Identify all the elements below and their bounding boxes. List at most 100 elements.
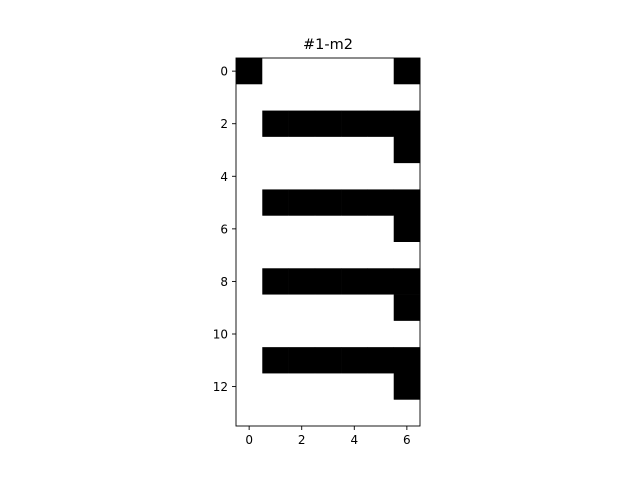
heatmap-cell (341, 268, 368, 295)
heatmap-cell (262, 268, 289, 295)
heatmap-cell (367, 163, 395, 190)
heatmap-cell (262, 136, 289, 164)
heatmap-cell (288, 268, 316, 295)
heatmap-cell (288, 399, 316, 427)
heatmap-cell (341, 320, 368, 348)
heatmap-cell (314, 347, 342, 374)
heatmap-cell (314, 373, 342, 401)
heatmap-cell (367, 294, 395, 322)
heatmap-cell (393, 347, 421, 374)
heatmap-cell (288, 84, 316, 111)
heatmap-cell (236, 215, 263, 243)
heatmap-cell (314, 110, 342, 138)
y-tick-label: 8 (220, 275, 228, 289)
heatmap-cell (341, 215, 368, 243)
x-axis: 0 2 4 6 (245, 426, 411, 447)
heatmap-cell (393, 215, 421, 243)
heatmap-cell (314, 320, 342, 348)
heatmap-cell (262, 58, 289, 85)
heatmap-cell (393, 268, 421, 295)
heatmap-cell (341, 163, 368, 190)
heatmap-cell (236, 242, 263, 269)
heatmap-cell (341, 84, 368, 111)
chart-title: #1-m2 (303, 37, 353, 53)
heatmap-cell (367, 189, 395, 217)
heatmap-cell (341, 58, 368, 85)
y-tick-label: 6 (220, 222, 228, 236)
heatmap-cell (393, 163, 421, 190)
heatmap-cell (262, 110, 289, 138)
plot-frame (235, 57, 421, 427)
heatmap-cell (341, 399, 368, 427)
heatmap-cell (262, 373, 289, 401)
heatmap-cell (341, 294, 368, 322)
y-tick-label: 12 (213, 380, 228, 394)
heatmap-cell (393, 189, 421, 217)
heatmap-cell (262, 84, 289, 111)
y-tick-label: 0 (220, 65, 228, 79)
heatmap-cell (236, 84, 263, 111)
heatmap-cell (236, 320, 263, 348)
heatmap-cell (288, 294, 316, 322)
heatmap-cell (367, 136, 395, 164)
heatmap-cell (236, 399, 263, 427)
heatmap-cell (236, 110, 263, 138)
heatmap-cell (314, 189, 342, 217)
heatmap-cell (367, 58, 395, 85)
heatmap-cell (367, 268, 395, 295)
heatmap-cell (236, 268, 263, 295)
heatmap-cell (288, 58, 316, 85)
heatmap-cell (341, 347, 368, 374)
y-tick-label: 4 (220, 170, 228, 184)
heatmap-cell (314, 399, 342, 427)
heatmap-cell (393, 84, 421, 111)
heatmap-cell (288, 189, 316, 217)
heatmap-cell (314, 163, 342, 190)
y-axis: 0 2 4 6 8 10 12 (213, 65, 236, 394)
heatmap-cell (341, 110, 368, 138)
heatmap-cell (393, 320, 421, 348)
heatmap-cell (262, 242, 289, 269)
heatmap-cell (367, 399, 395, 427)
heatmap-cell (236, 136, 263, 164)
heatmap-cell (393, 110, 421, 138)
heatmap-cell (236, 163, 263, 190)
heatmap-cell (367, 320, 395, 348)
heatmap-cell (262, 163, 289, 190)
heatmap-cell (262, 320, 289, 348)
heatmap-cell (393, 136, 421, 164)
heatmap-cell (367, 215, 395, 243)
heatmap-cell (314, 215, 342, 243)
heatmap-cell (341, 373, 368, 401)
heatmap-cell (262, 347, 289, 374)
heatmap-cell (341, 136, 368, 164)
heatmap-cell (288, 136, 316, 164)
heatmap-cell (314, 136, 342, 164)
y-tick-label: 2 (220, 117, 228, 131)
heatmap-cell (367, 110, 395, 138)
heatmap-cell (288, 215, 316, 243)
x-tick-label: 6 (403, 433, 411, 447)
heatmap-cell (393, 58, 421, 85)
heatmap-cell (341, 242, 368, 269)
heatmap-cell (314, 84, 342, 111)
heatmap-cell (367, 242, 395, 269)
x-tick-label: 4 (350, 433, 358, 447)
heatmap-cell (314, 242, 342, 269)
heatmap-cells (236, 58, 421, 427)
heatmap-cell (236, 347, 263, 374)
heatmap-cell (288, 320, 316, 348)
heatmap-cell (236, 373, 263, 401)
heatmap-cell (341, 189, 368, 217)
x-tick-label: 0 (245, 433, 253, 447)
heatmap-cell (367, 84, 395, 111)
heatmap-cell (236, 189, 263, 217)
heatmap-cell (288, 347, 316, 374)
heatmap-cell (262, 189, 289, 217)
heatmap-cell (314, 58, 342, 85)
heatmap-cell (367, 347, 395, 374)
heatmap-cell (288, 110, 316, 138)
heatmap-cell (236, 58, 263, 85)
heatmap-cell (367, 373, 395, 401)
